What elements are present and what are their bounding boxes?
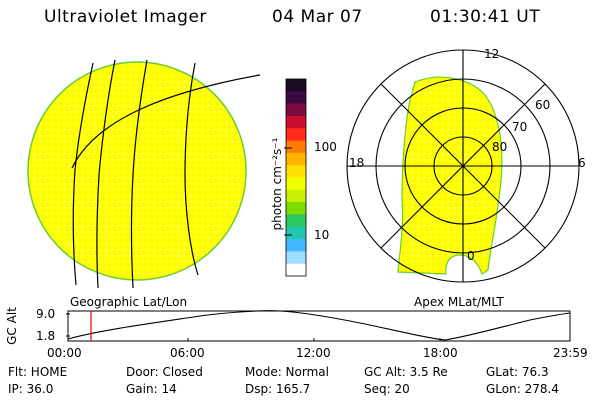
date-label: 04 Mar 07 [272, 7, 363, 27]
time-tick-2359: 23:59 [553, 346, 588, 360]
mlat-label-80: 80 [492, 140, 508, 154]
time-tick-0000: 00:00 [47, 346, 82, 360]
status-gain: Gain: 14 [126, 382, 177, 396]
app-title: Ultraviolet Imager [44, 7, 207, 27]
colorbar-segment [286, 128, 306, 142]
mlat-label-70: 70 [512, 120, 528, 134]
colorbar [285, 78, 307, 277]
status-glat: GLat: 76.3 [486, 365, 549, 379]
colorbar-segment [286, 152, 306, 166]
mlt-label-0: 0 [467, 249, 475, 263]
altitude-ylabel: GC Alt [4, 307, 19, 345]
colorbar-segment [286, 79, 306, 92]
longitude-line [72, 62, 94, 286]
colorbar-segment [286, 189, 306, 203]
status-door: Door: Closed [126, 365, 203, 379]
altitude-curve [67, 310, 571, 341]
earth-disk [27, 61, 247, 281]
mlt-label-6: 6 [578, 156, 586, 170]
status-gcalt: GC Alt: 3.5 Re [364, 365, 448, 379]
status-flt: Flt: HOME [8, 365, 68, 379]
time-label: 01:30:41 UT [430, 7, 541, 27]
geographic-image [27, 59, 261, 289]
time-tick-1200: 12:00 [296, 346, 331, 360]
longitude-line [130, 59, 148, 289]
status-ip: IP: 36.0 [8, 382, 54, 396]
colorbar-segment [286, 239, 306, 252]
status-dsp: Dsp: 165.7 [245, 382, 311, 396]
colorbar-segment [286, 263, 306, 277]
altitude-ytick-9: 9.0 [36, 307, 56, 321]
colorbar-segment [286, 214, 306, 228]
mlt-label-12: 12 [484, 47, 500, 61]
altitude-ytick-1-8: 1.8 [36, 329, 56, 343]
colorbar-segment [286, 91, 306, 105]
latitude-line [71, 74, 261, 169]
colorbar-segment [286, 115, 306, 129]
colorbar-segment [286, 251, 306, 265]
colorbar-frame [285, 78, 307, 277]
colorbar-segment [286, 140, 306, 154]
time-tick-1800: 18:00 [423, 346, 458, 360]
colorbar-segment [286, 202, 306, 216]
status-seq: Seq: 20 [364, 382, 410, 396]
status-mode: Mode: Normal [245, 365, 329, 379]
colorbar-segment [286, 165, 306, 179]
colorbar-tick-100: 100 [314, 140, 337, 154]
mlt-label-18: 18 [349, 156, 365, 170]
auroral-oval [397, 76, 503, 275]
apex-caption: Apex MLat/MLT [414, 295, 504, 309]
longitude-line [184, 62, 199, 276]
status-glon: GLon: 278.4 [486, 382, 559, 396]
time-tick-0600: 06:00 [170, 346, 205, 360]
colorbar-segment [286, 103, 306, 117]
altitude-plot [66, 310, 571, 342]
colorbar-unit-label: photon cm⁻²s⁻¹ [270, 137, 284, 231]
colorbar-tick-10: 10 [314, 228, 330, 242]
polar-plot [346, 49, 580, 283]
mlat-label-60: 60 [535, 98, 551, 112]
longitude-line [96, 59, 116, 289]
colorbar-segment [286, 177, 306, 191]
geographic-caption: Geographic Lat/Lon [70, 295, 188, 309]
colorbar-segment [286, 226, 306, 240]
